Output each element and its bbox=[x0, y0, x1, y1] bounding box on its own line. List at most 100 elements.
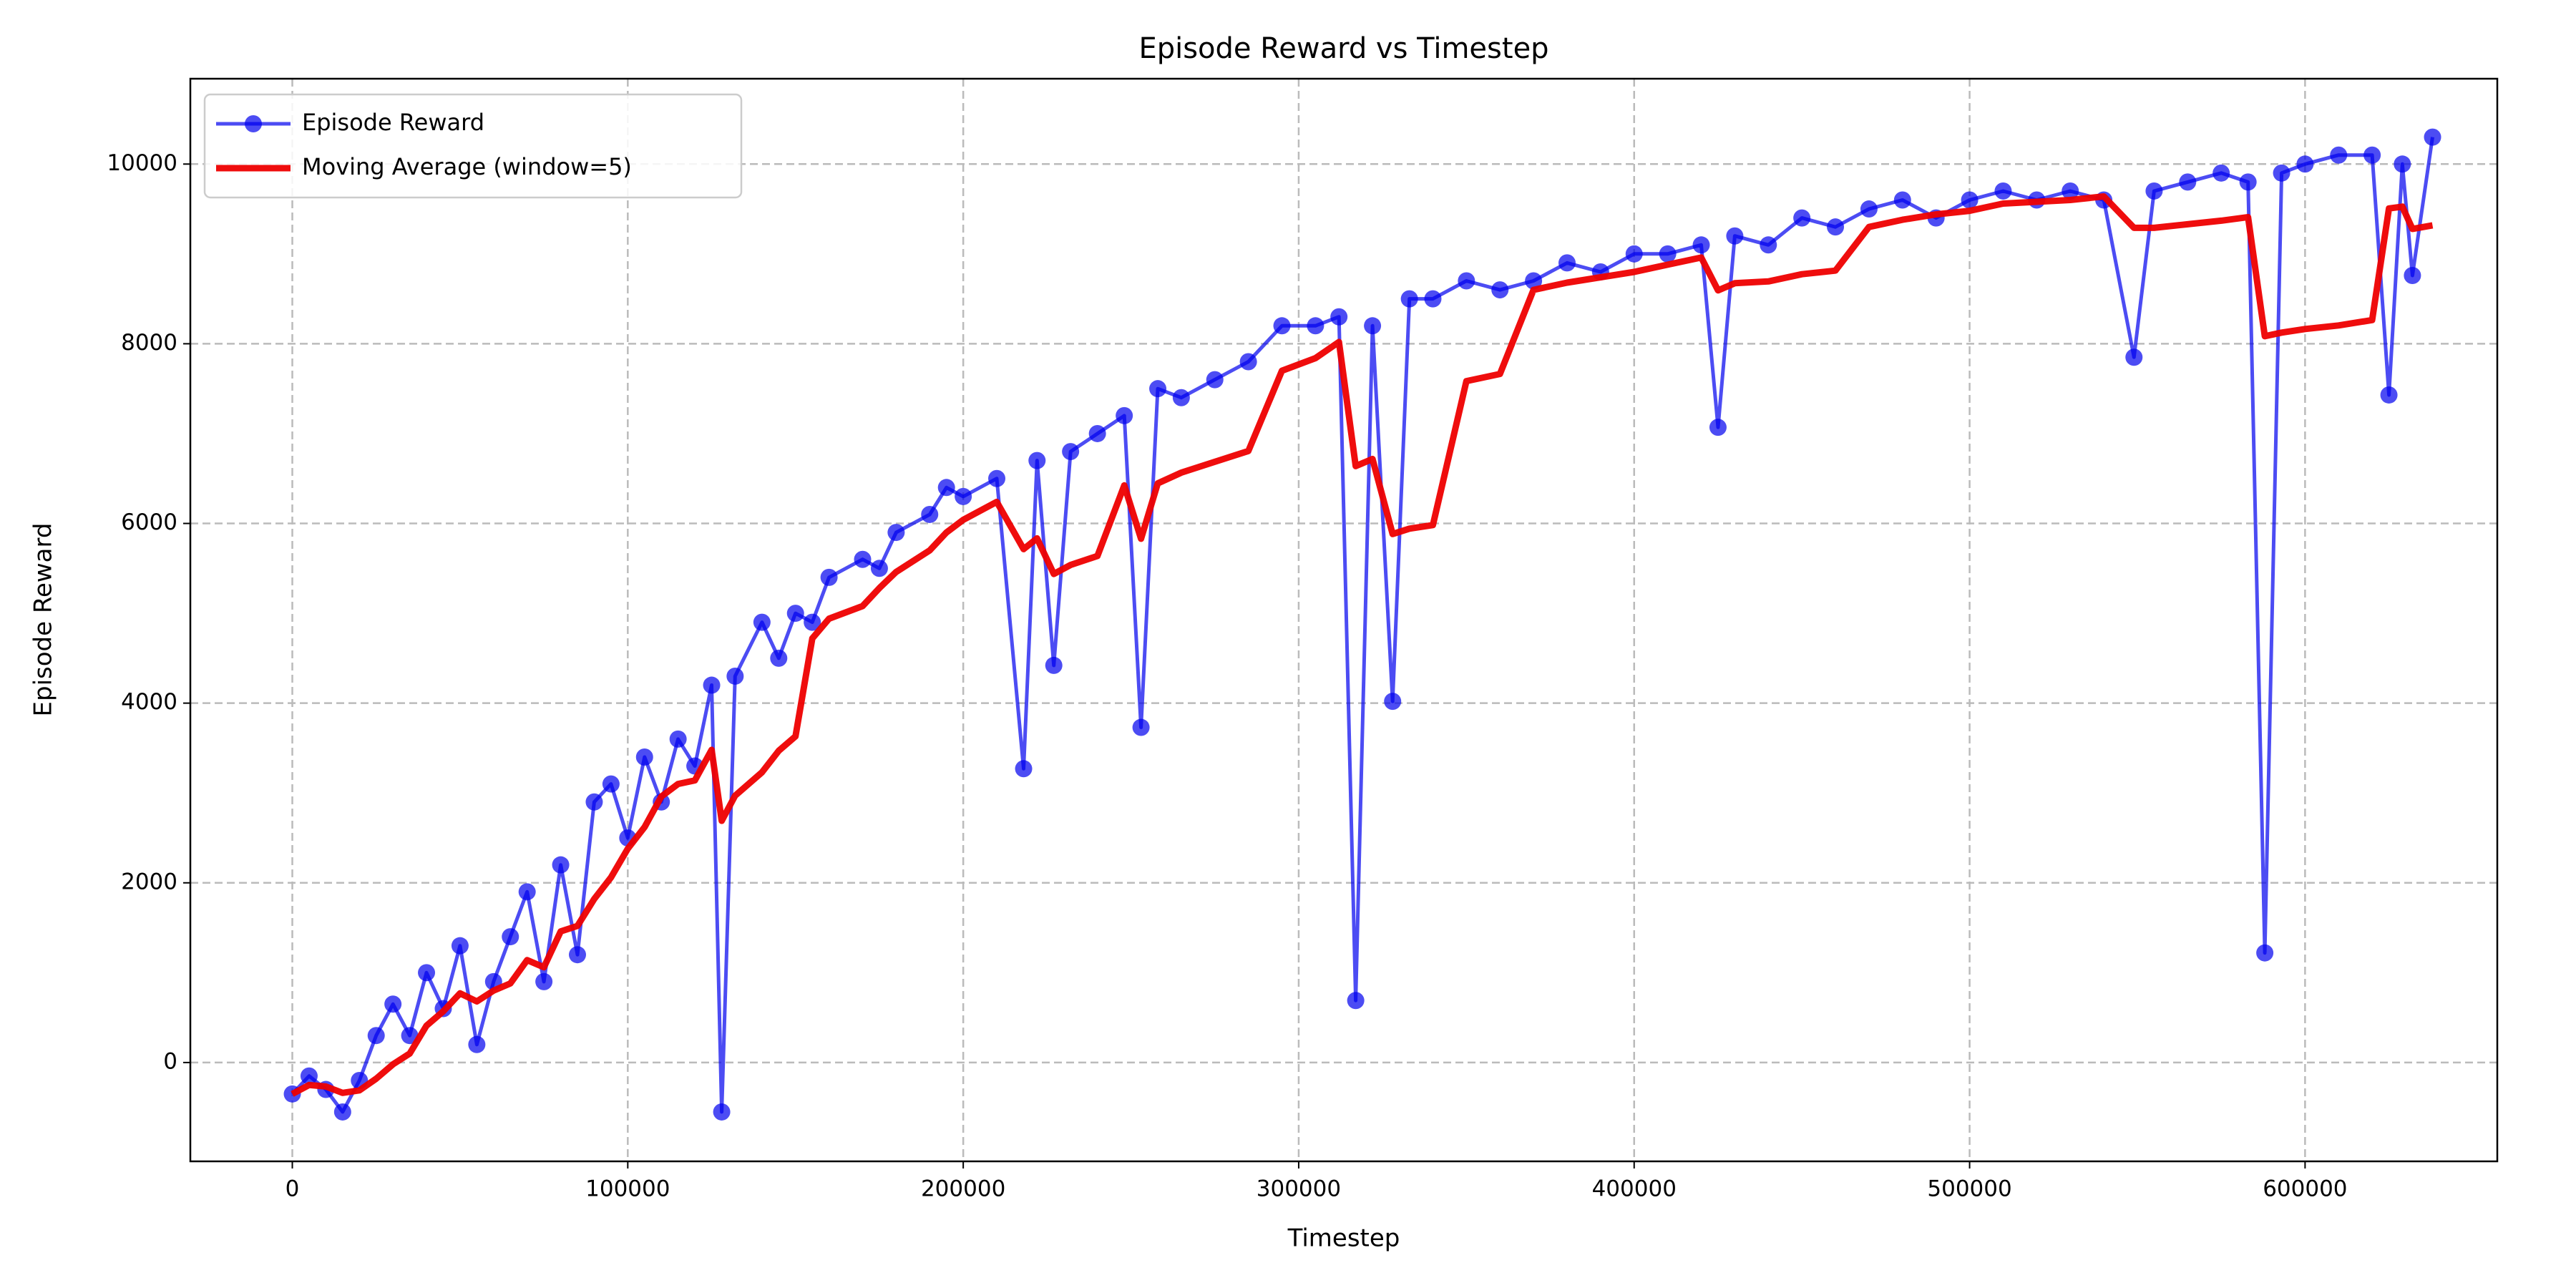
data-point bbox=[1116, 406, 1133, 424]
data-point bbox=[1206, 371, 1224, 389]
data-point bbox=[1625, 245, 1643, 263]
x-tick-label: 500000 bbox=[1927, 1176, 2011, 1202]
data-point bbox=[1760, 236, 1777, 254]
data-point bbox=[1525, 272, 1543, 290]
data-point bbox=[1239, 353, 1257, 371]
data-point bbox=[703, 676, 721, 694]
data-point bbox=[1172, 389, 1190, 406]
legend-label: Episode Reward bbox=[302, 109, 484, 136]
legend-marker bbox=[245, 115, 262, 132]
data-point bbox=[1558, 254, 1576, 272]
data-point bbox=[1015, 760, 1033, 778]
data-point bbox=[518, 883, 536, 901]
data-point bbox=[552, 856, 570, 874]
data-point bbox=[1860, 200, 1878, 218]
data-point bbox=[1793, 209, 1811, 227]
data-point bbox=[1994, 182, 2012, 200]
data-point bbox=[1893, 191, 1911, 209]
data-point bbox=[1961, 191, 1979, 209]
data-point bbox=[2394, 155, 2411, 173]
data-point bbox=[921, 505, 939, 523]
series-line bbox=[291, 137, 2434, 1114]
x-tick-label: 200000 bbox=[921, 1176, 1005, 1202]
data-point bbox=[2273, 164, 2290, 182]
data-point bbox=[2179, 173, 2197, 191]
data-point bbox=[535, 972, 553, 990]
data-point bbox=[2212, 164, 2230, 182]
data-point bbox=[569, 946, 587, 964]
data-point bbox=[1400, 290, 1418, 308]
data-point bbox=[1347, 992, 1365, 1010]
x-tick-label: 300000 bbox=[1257, 1176, 1341, 1202]
data-point bbox=[1424, 290, 1442, 308]
data-point bbox=[804, 613, 821, 631]
data-point bbox=[887, 524, 905, 542]
data-point bbox=[870, 560, 888, 577]
data-point bbox=[1028, 452, 1046, 469]
legend-box bbox=[203, 93, 743, 199]
data-point bbox=[468, 1035, 486, 1053]
data-point bbox=[1827, 218, 1845, 236]
data-point bbox=[669, 730, 687, 748]
data-point bbox=[786, 605, 804, 623]
data-point bbox=[2256, 944, 2274, 962]
data-point bbox=[502, 928, 519, 946]
data-point bbox=[1491, 281, 1509, 299]
legend-label: Moving Average (window=5) bbox=[302, 153, 632, 180]
series-line bbox=[291, 193, 2434, 1097]
data-point bbox=[2239, 173, 2257, 191]
data-point bbox=[770, 649, 788, 667]
data-point bbox=[1273, 317, 1291, 335]
x-tick-label: 100000 bbox=[585, 1176, 670, 1202]
data-point bbox=[635, 748, 653, 766]
data-point bbox=[726, 667, 744, 685]
data-point bbox=[1045, 656, 1063, 674]
data-point bbox=[753, 613, 771, 631]
data-point bbox=[988, 469, 1006, 487]
data-point bbox=[1062, 443, 1080, 461]
data-point bbox=[1149, 380, 1167, 398]
data-point bbox=[401, 1027, 419, 1045]
data-point bbox=[602, 775, 620, 793]
data-point bbox=[300, 1067, 318, 1085]
data-point bbox=[2296, 155, 2314, 173]
plot-frame bbox=[189, 77, 2499, 1163]
data-point bbox=[367, 1027, 385, 1045]
data-point bbox=[2145, 182, 2163, 200]
data-point bbox=[1692, 236, 1710, 254]
data-point bbox=[2363, 146, 2381, 164]
data-point bbox=[1132, 718, 1150, 736]
y-axis-label: Episode Reward bbox=[29, 523, 58, 717]
legend: Episode Reward Moving Average (window=5) bbox=[203, 93, 743, 199]
data-point bbox=[333, 1103, 351, 1121]
data-point bbox=[2424, 128, 2441, 146]
data-point bbox=[854, 550, 872, 568]
data-point bbox=[585, 793, 603, 811]
data-point bbox=[1364, 317, 1382, 335]
x-tick-label: 600000 bbox=[2263, 1176, 2347, 1202]
x-tick-label: 400000 bbox=[1592, 1176, 1677, 1202]
y-tick-label: 0 bbox=[163, 1048, 177, 1074]
y-tick-label: 6000 bbox=[121, 509, 177, 535]
y-tick-label: 10000 bbox=[107, 150, 177, 176]
data-point bbox=[1307, 317, 1324, 335]
y-tick-label: 2000 bbox=[121, 869, 177, 894]
chart-title: Episode Reward vs Timestep bbox=[1138, 32, 1548, 65]
data-point bbox=[1088, 424, 1106, 442]
data-point bbox=[418, 964, 436, 982]
data-point bbox=[384, 995, 402, 1013]
data-point bbox=[713, 1103, 731, 1121]
data-point bbox=[1384, 693, 1402, 711]
data-point bbox=[2062, 182, 2079, 200]
data-point bbox=[820, 568, 838, 586]
data-point bbox=[2330, 146, 2348, 164]
y-tick-label: 8000 bbox=[121, 330, 177, 356]
data-point bbox=[2125, 348, 2143, 366]
data-point bbox=[937, 479, 955, 497]
x-tick-label: 0 bbox=[286, 1176, 300, 1202]
data-point bbox=[1709, 419, 1727, 436]
data-point bbox=[2380, 386, 2398, 404]
data-point bbox=[1659, 245, 1677, 263]
x-axis-label: Timestep bbox=[1287, 1224, 1400, 1253]
